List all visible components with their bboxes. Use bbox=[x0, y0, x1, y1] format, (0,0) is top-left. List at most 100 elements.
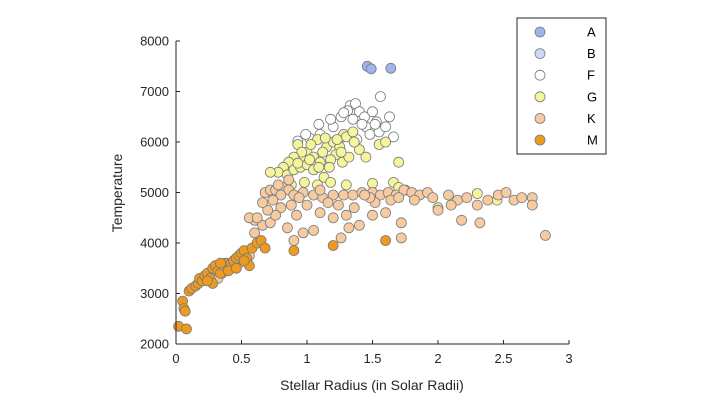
data-point bbox=[347, 189, 359, 201]
legend-item: K bbox=[534, 111, 596, 126]
data-point bbox=[272, 179, 284, 191]
data-point bbox=[249, 227, 261, 239]
data-point bbox=[385, 62, 397, 74]
data-point bbox=[364, 128, 376, 140]
data-point bbox=[427, 192, 439, 204]
x-tick-label: 1 bbox=[303, 351, 310, 366]
data-point bbox=[359, 189, 371, 201]
data-point bbox=[327, 189, 339, 201]
data-point bbox=[264, 217, 276, 229]
data-point bbox=[297, 227, 309, 239]
data-point bbox=[408, 194, 420, 206]
data-point bbox=[275, 202, 287, 214]
data-point bbox=[338, 189, 350, 201]
data-points bbox=[173, 60, 551, 335]
data-point bbox=[380, 207, 392, 219]
data-point bbox=[293, 192, 305, 204]
x-tick-label: 0.5 bbox=[232, 351, 250, 366]
data-point bbox=[327, 212, 339, 224]
data-point bbox=[308, 224, 320, 236]
legend-item: B bbox=[534, 46, 596, 61]
data-point bbox=[323, 161, 335, 173]
legend-label: B bbox=[587, 46, 596, 61]
data-point bbox=[291, 209, 302, 221]
data-point bbox=[325, 176, 337, 188]
data-point bbox=[443, 189, 454, 201]
data-point bbox=[343, 222, 355, 234]
data-point bbox=[300, 128, 312, 140]
legend-item: G bbox=[534, 89, 597, 104]
data-point bbox=[360, 151, 372, 163]
data-point bbox=[395, 217, 407, 229]
data-point bbox=[275, 189, 287, 201]
legend-label: G bbox=[587, 89, 597, 104]
data-point bbox=[259, 242, 271, 254]
data-point bbox=[181, 323, 192, 335]
y-axis-label: Temperature bbox=[109, 153, 125, 232]
x-tick-label: 2.5 bbox=[494, 351, 512, 366]
data-point bbox=[296, 146, 308, 158]
legend-marker bbox=[534, 48, 546, 59]
legend-item: A bbox=[534, 25, 596, 40]
data-point bbox=[367, 209, 378, 221]
data-point bbox=[314, 184, 326, 196]
y-tick-label: 8000 bbox=[140, 34, 169, 49]
data-point bbox=[305, 139, 317, 150]
data-point bbox=[283, 174, 295, 186]
data-point bbox=[367, 177, 378, 189]
data-point bbox=[325, 113, 337, 125]
y-tick-label: 3000 bbox=[140, 286, 169, 301]
legend-marker bbox=[534, 91, 546, 103]
data-point bbox=[348, 202, 360, 214]
data-point bbox=[304, 154, 316, 166]
data-point bbox=[353, 144, 365, 156]
data-point bbox=[267, 194, 279, 206]
y-tick-label: 6000 bbox=[140, 135, 169, 150]
series-A bbox=[361, 60, 397, 75]
data-point bbox=[471, 188, 483, 199]
data-point bbox=[393, 156, 405, 168]
data-point bbox=[365, 63, 377, 75]
x-axis-label: Stellar Radius (in Solar Radii) bbox=[280, 377, 464, 393]
data-point bbox=[445, 199, 457, 211]
data-point bbox=[281, 222, 293, 234]
x-tick-label: 3 bbox=[565, 351, 572, 366]
data-point bbox=[201, 275, 213, 287]
data-point bbox=[367, 106, 378, 118]
data-point bbox=[301, 199, 313, 211]
data-point bbox=[482, 194, 494, 206]
data-point bbox=[356, 118, 368, 130]
data-point bbox=[327, 240, 339, 251]
data-point bbox=[238, 255, 250, 267]
data-point bbox=[380, 136, 392, 148]
data-point bbox=[285, 199, 297, 211]
data-point bbox=[331, 134, 343, 145]
data-point bbox=[393, 192, 405, 204]
legend-marker bbox=[534, 69, 546, 81]
data-point bbox=[230, 262, 242, 274]
data-point bbox=[353, 219, 365, 231]
data-point bbox=[264, 166, 276, 178]
data-point bbox=[348, 136, 360, 148]
data-point bbox=[314, 207, 326, 219]
ticks: 0 0.5 1 1.5 2 2.5 3 2000 3000 4000 5000 6000 7000 800… bbox=[140, 34, 573, 367]
data-point bbox=[313, 161, 325, 173]
data-point bbox=[374, 91, 386, 102]
legend-label: A bbox=[587, 25, 596, 40]
legend-label: K bbox=[587, 111, 596, 126]
data-point bbox=[347, 113, 359, 125]
data-point bbox=[332, 199, 344, 211]
data-point bbox=[288, 235, 300, 246]
data-point bbox=[257, 197, 268, 209]
data-point bbox=[335, 232, 347, 244]
legend-marker bbox=[534, 134, 546, 146]
data-point bbox=[395, 232, 407, 244]
data-point bbox=[526, 199, 538, 211]
data-point bbox=[319, 132, 331, 144]
data-point bbox=[313, 118, 325, 130]
data-point bbox=[369, 118, 381, 130]
legend-marker bbox=[534, 26, 546, 38]
data-point bbox=[500, 187, 512, 198]
data-point bbox=[388, 131, 399, 143]
